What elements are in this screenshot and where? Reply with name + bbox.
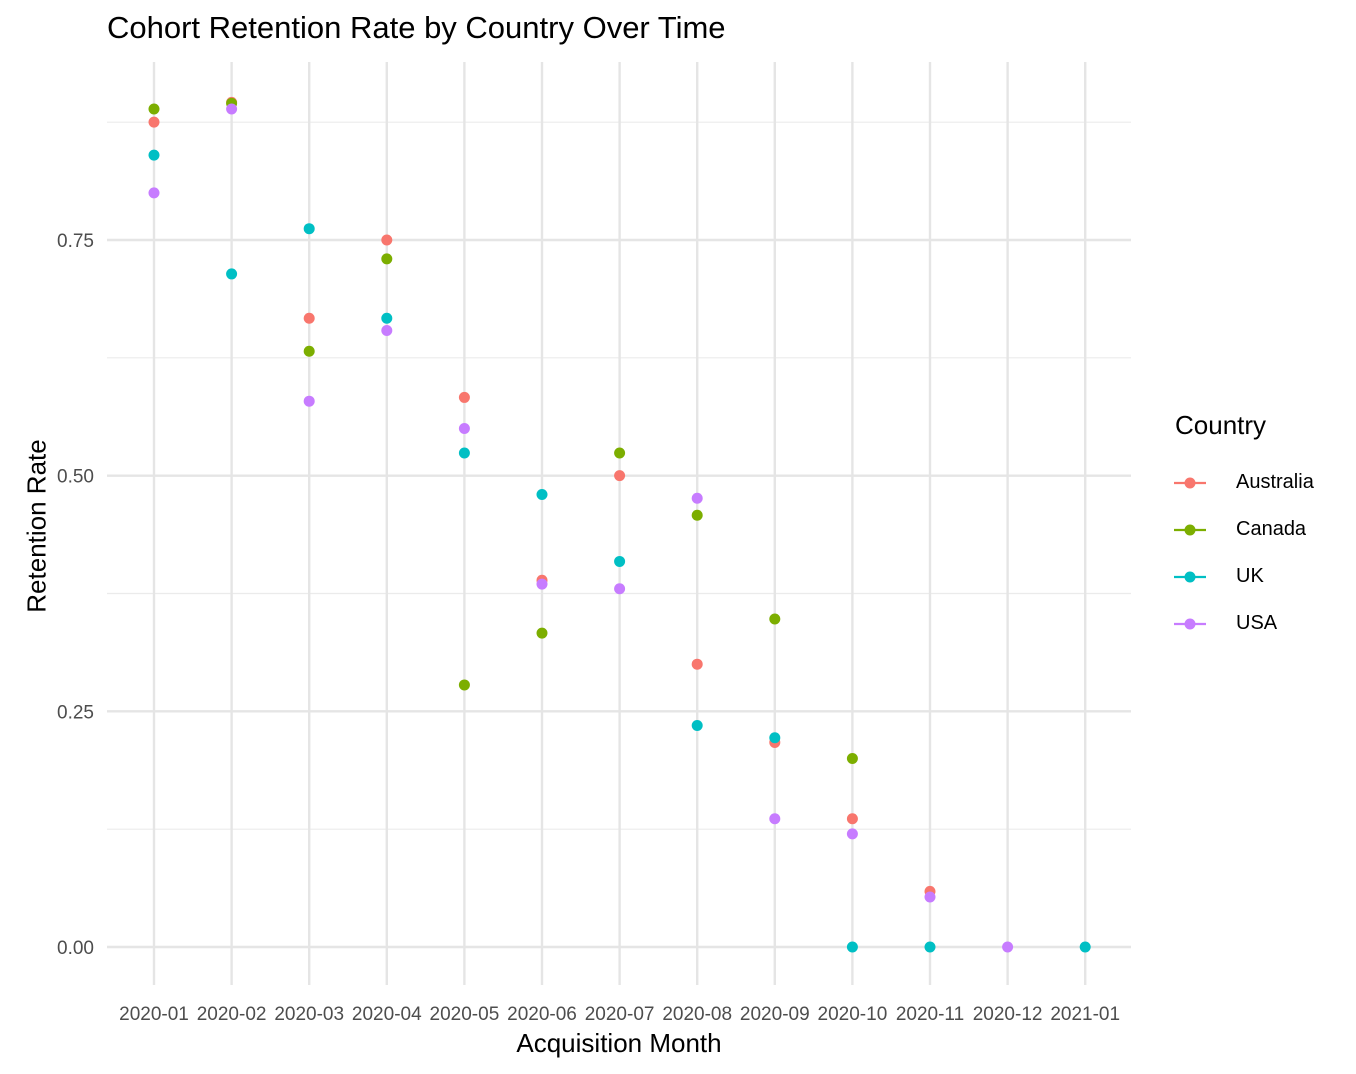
data-point [148, 103, 160, 115]
data-point [846, 941, 858, 953]
y-tick-label: 0.25 [57, 702, 94, 723]
data-point [226, 268, 238, 280]
legend-key [1174, 477, 1206, 488]
data-point [846, 813, 858, 825]
legend-label: USA [1236, 612, 1278, 634]
x-tick-label: 2020-01 [119, 1004, 189, 1025]
data-point [924, 891, 936, 903]
data-point [691, 492, 703, 504]
data-point [536, 627, 548, 639]
legend-item: Australia [1172, 459, 1314, 506]
legend-items: Australia Canada UK USA [1172, 459, 1314, 647]
data-point [691, 658, 703, 670]
x-tick-label: 2020-09 [740, 1004, 810, 1025]
y-tick-label: 0.75 [57, 231, 94, 252]
data-point [691, 509, 703, 521]
chart-title: Cohort Retention Rate by Country Over Ti… [107, 10, 726, 45]
data-point [303, 223, 315, 235]
y-tick-label: 0.00 [57, 938, 94, 959]
data-point [536, 489, 548, 501]
data-point [458, 447, 470, 459]
data-point [924, 941, 936, 953]
legend-key [1174, 571, 1206, 582]
legend-title: Country [1175, 410, 1267, 440]
data-point [691, 719, 703, 731]
data-point [148, 187, 160, 199]
data-point [381, 324, 393, 336]
x-tick-label: 2020-02 [197, 1004, 267, 1025]
data-point [458, 423, 470, 435]
data-point [614, 555, 626, 567]
legend-label: Australia [1236, 471, 1314, 493]
x-tick-label: 2020-11 [896, 1004, 964, 1025]
data-point [846, 752, 858, 764]
data-point [769, 613, 781, 625]
data-point [614, 583, 626, 595]
legend-item: UK [1172, 553, 1314, 600]
data-point [614, 447, 626, 459]
x-tick-label: 2020-03 [274, 1004, 344, 1025]
x-tick-label: 2020-08 [662, 1004, 732, 1025]
x-axis-label: Acquisition Month [516, 1028, 722, 1058]
x-tick-label: 2020-06 [507, 1004, 577, 1025]
legend-key-point [1184, 524, 1196, 535]
data-point [381, 312, 393, 324]
legend-label: Canada [1236, 518, 1307, 540]
data-point [381, 253, 393, 265]
legend: Country Australia Canada UK USA [1172, 410, 1314, 647]
legend-key-point [1184, 618, 1196, 629]
data-point [303, 345, 315, 357]
legend-key-point [1184, 571, 1196, 582]
data-point [148, 116, 160, 128]
data-point [614, 470, 626, 482]
y-axis-label: Retention Rate [21, 439, 52, 613]
y-tick-label: 0.50 [57, 467, 94, 488]
data-point [536, 578, 548, 590]
legend-key [1174, 618, 1206, 629]
x-tick-label: 2021-01 [1050, 1004, 1120, 1025]
legend-item: Canada [1172, 506, 1314, 553]
data-point [769, 813, 781, 825]
data-point [303, 312, 315, 324]
data-point [458, 679, 470, 691]
x-tick-label: 2020-04 [352, 1004, 422, 1025]
x-axis-tick-labels: 2020-01 2020-02 2020-03 2020-04 2020-05 2020-… [119, 1004, 1120, 1025]
legend-item: USA [1172, 600, 1314, 647]
data-point [458, 391, 470, 403]
x-tick-label: 2020-07 [585, 1004, 655, 1025]
data-point [769, 732, 781, 744]
legend-key-point [1184, 477, 1196, 488]
data-point [226, 103, 238, 115]
legend-key [1174, 524, 1206, 535]
major-gridlines [107, 62, 1131, 985]
legend-label: UK [1236, 565, 1264, 587]
y-axis-tick-labels: 0.00 0.25 0.50 0.75 [57, 231, 94, 959]
data-point [1079, 941, 1091, 953]
data-point [303, 395, 315, 407]
data-point [381, 234, 393, 246]
data-point [148, 149, 160, 161]
data-point [1002, 941, 1014, 953]
data-points [148, 96, 1091, 953]
x-tick-label: 2020-12 [973, 1004, 1043, 1025]
x-tick-label: 2020-05 [430, 1004, 500, 1025]
x-tick-label: 2020-10 [818, 1004, 888, 1025]
data-point [846, 828, 858, 840]
